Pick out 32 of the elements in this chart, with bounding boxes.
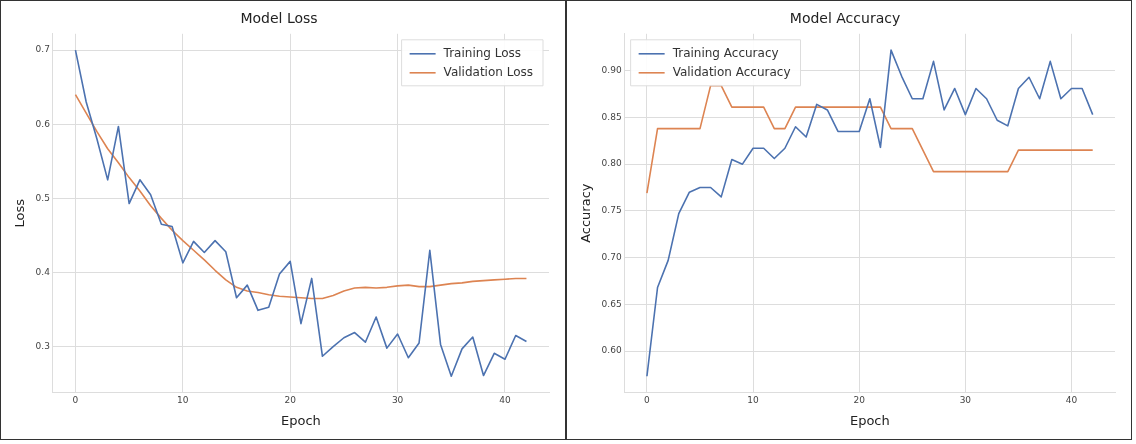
legend-label: Training Accuracy [671,45,779,60]
x-tick-label: 40 [1065,395,1078,406]
legend-label: Validation Accuracy [672,64,791,79]
x-tick-label: 40 [499,395,511,406]
y-tick-label: 0.70 [601,251,622,262]
legend-label: Training Loss [442,45,522,60]
y-tick-label: 0.60 [601,345,622,356]
x-tick-label: 0 [644,395,651,406]
y-tick-label: 0.80 [601,158,622,169]
x-tick-label: 20 [284,395,297,406]
y-tick-label: 0.4 [35,266,51,277]
x-tick-label: 10 [177,395,189,406]
y-tick-label: 0.7 [35,44,50,55]
y-tick-label: 0.75 [601,205,622,216]
y-tick-label: 0.85 [601,111,622,122]
x-axis-title: Epoch [281,412,321,428]
x-tick-label: 30 [959,395,972,406]
x-tick-label: 30 [391,395,404,406]
y-tick-label: 0.5 [35,192,50,203]
x-tick-label: 0 [72,395,79,406]
y-axis-title: Accuracy [578,183,594,243]
chart-title: Model Loss [240,10,318,27]
y-tick-label: 0.65 [601,298,622,309]
y-tick-label: 0.90 [601,65,622,76]
legend-label: Validation Loss [443,64,533,79]
chart-title: Model Accuracy [789,10,901,27]
x-axis-title: Epoch [849,412,890,428]
y-axis-title: Loss [12,198,28,228]
x-tick-label: 20 [853,395,866,406]
x-tick-label: 10 [747,395,760,406]
y-tick-label: 0.6 [35,118,51,129]
y-tick-label: 0.3 [35,340,50,351]
